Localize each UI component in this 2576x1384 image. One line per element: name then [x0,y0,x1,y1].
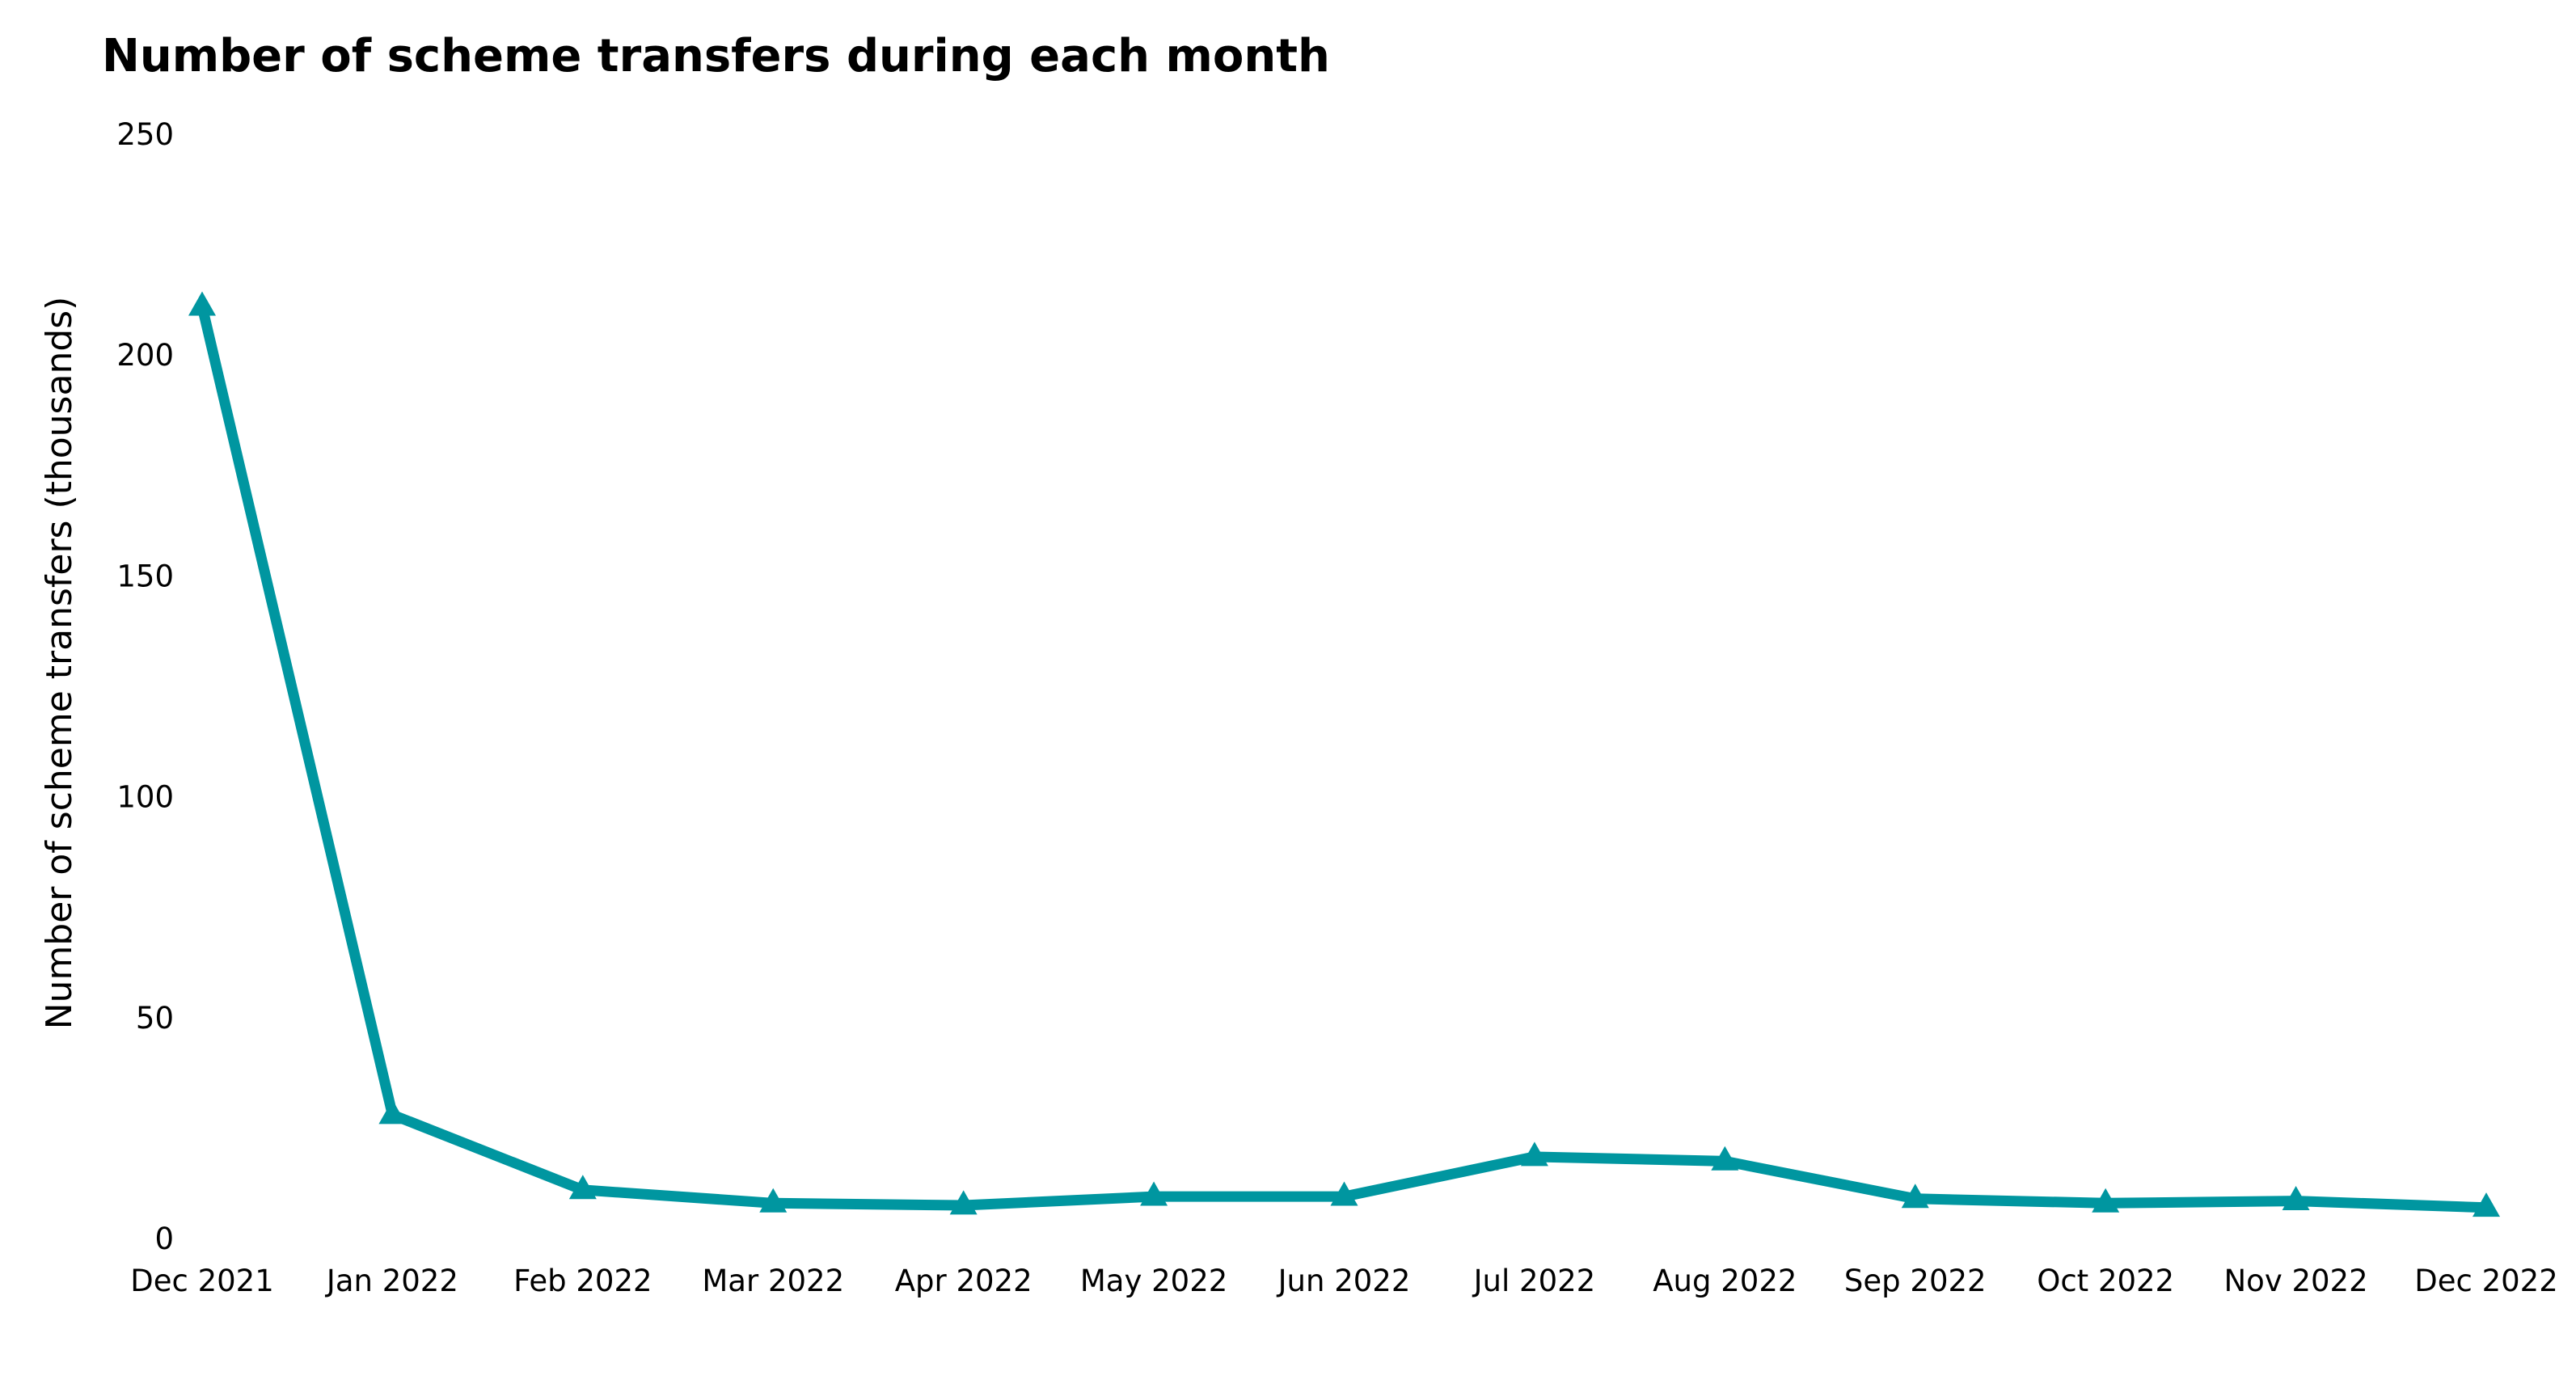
data-point-marker [1711,1146,1739,1171]
x-tick-label: May 2022 [1080,1264,1227,1298]
y-axis-title: Number of scheme transfers (thousands) [39,297,80,1030]
x-tick-label: Aug 2022 [1653,1264,1797,1298]
x-tick-label: Apr 2022 [895,1264,1033,1298]
x-tick-label: Mar 2022 [702,1264,844,1298]
x-tick-label: Sep 2022 [1844,1264,1987,1298]
y-tick-label: 100 [116,780,174,815]
data-point-marker [1901,1184,1929,1209]
x-tick-label: Oct 2022 [2037,1264,2174,1298]
data-point-marker [2092,1188,2120,1213]
data-point-marker [188,291,216,316]
x-tick-label: Jun 2022 [1277,1264,1411,1298]
data-point-marker [1140,1181,1168,1206]
series-layer [188,291,2500,1217]
data-point-marker [759,1188,788,1213]
y-tick-label: 200 [116,338,174,373]
y-tick-label: 0 [154,1222,174,1256]
x-tick-label: Nov 2022 [2224,1264,2368,1298]
x-tick-label: Jan 2022 [325,1264,458,1298]
data-point-marker [949,1190,978,1215]
y-tick-label: 50 [136,1001,174,1036]
y-tick-label: 250 [116,117,174,152]
x-tick-label: Dec 2021 [130,1264,274,1298]
data-point-marker [378,1099,407,1124]
data-point-marker [2473,1192,2500,1217]
data-point-marker [568,1175,597,1200]
data-point-marker [1330,1181,1358,1206]
series-line [196,301,2492,1213]
data-point-marker [1520,1141,1548,1167]
y-tick-label: 150 [116,559,174,593]
chart-title: Number of scheme transfers during each m… [102,30,1330,82]
data-point-marker [2282,1185,2310,1210]
x-tick-label: Dec 2022 [2414,1264,2558,1298]
x-tick-label: Feb 2022 [513,1264,652,1298]
x-tick-label: Jul 2022 [1472,1264,1596,1298]
y-axis-ticks: 0 50 100 150 200 250 [116,117,174,1256]
x-axis-ticks: Dec 2021 Jan 2022 Feb 2022 Mar 2022 Apr 2022… [130,1264,2558,1298]
